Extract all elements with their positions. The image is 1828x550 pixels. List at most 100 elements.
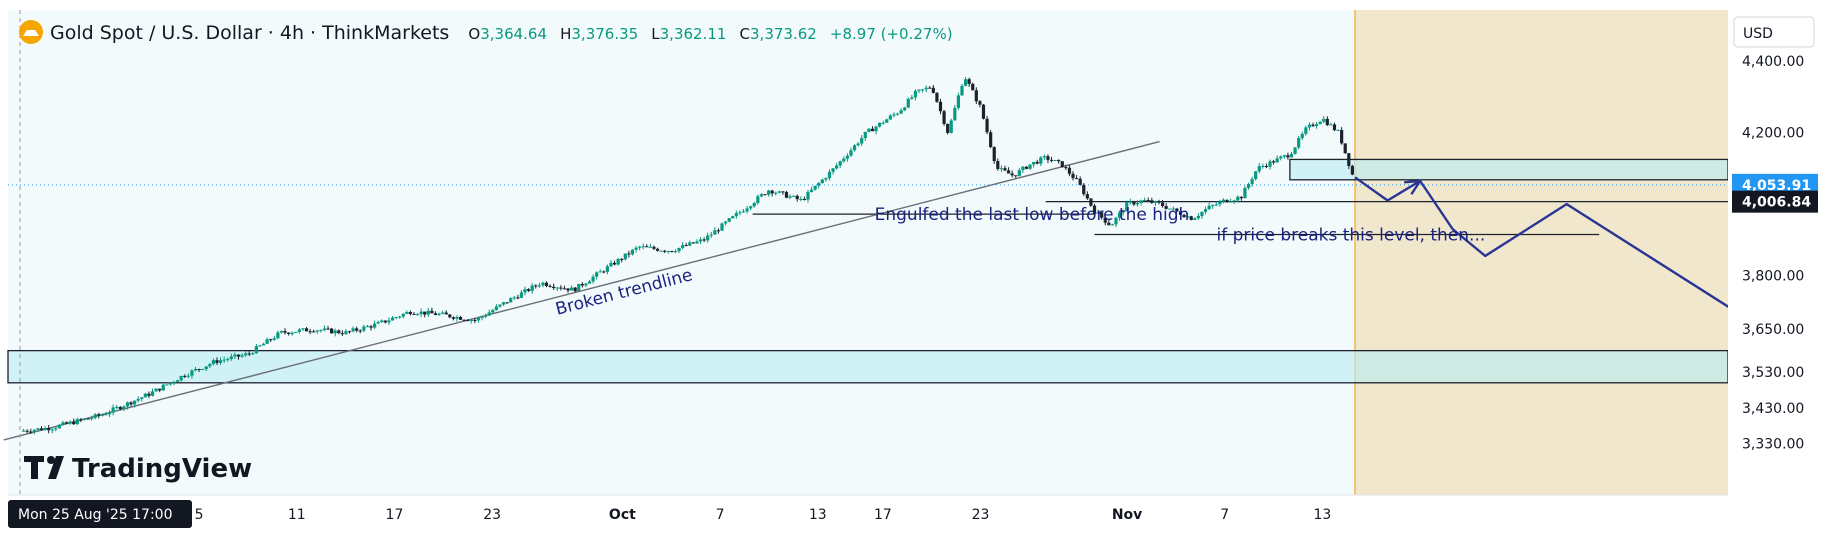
candle-body-263 — [963, 79, 968, 86]
candle-body-39 — [161, 384, 165, 391]
candle-body-364 — [1325, 118, 1329, 126]
candle-body-41 — [168, 382, 173, 385]
candle-body-286 — [1046, 156, 1050, 160]
candle-body-127 — [476, 317, 481, 321]
candle-body-7 — [47, 427, 51, 431]
candle-body-57 — [226, 359, 230, 361]
candle-body-366 — [1332, 124, 1337, 131]
time-tick-2: 11 — [288, 507, 306, 523]
candle-body-34 — [143, 393, 147, 398]
candle-body-119 — [448, 314, 452, 318]
candle-body-257 — [942, 111, 946, 124]
candle-body-211 — [777, 191, 781, 193]
candle-body-150 — [559, 287, 563, 289]
candle-body-136 — [509, 298, 513, 303]
candle-body-172 — [638, 246, 642, 248]
candle-body-232 — [852, 145, 857, 151]
candle-body-199 — [734, 213, 738, 217]
candle-body-295 — [1078, 178, 1082, 185]
candle-body-357 — [1300, 133, 1304, 139]
candle-body-14 — [72, 421, 76, 425]
candle-body-171 — [634, 247, 638, 250]
candle-body-72 — [279, 331, 284, 333]
trendline[interactable] — [3, 140, 1160, 441]
candle-body-133 — [498, 304, 502, 307]
candle-body-221 — [813, 185, 817, 190]
candle-body-92 — [351, 328, 355, 332]
candle-body-89 — [340, 333, 344, 335]
candle-body-46 — [186, 375, 190, 377]
candle-body-227 — [835, 165, 839, 169]
projection-path[interactable] — [1354, 176, 1796, 350]
candle-body-129 — [484, 315, 488, 317]
candle-body-230 — [845, 155, 849, 159]
candle-body-118 — [444, 312, 448, 315]
price-tick-3800: 3,800.00 — [1742, 269, 1804, 285]
price-axis[interactable] — [1728, 10, 1820, 495]
candle-body-67 — [261, 343, 266, 346]
candle-body-325 — [1186, 216, 1190, 218]
candle-body-51 — [204, 366, 208, 370]
candle-body-44 — [179, 375, 183, 381]
candle-body-240 — [881, 122, 885, 124]
candle-body-247 — [906, 98, 910, 108]
candle-body-63 — [247, 353, 251, 355]
candle-body-73 — [283, 331, 287, 333]
annotation-2[interactable]: if price breaks this level, then... — [1217, 225, 1486, 245]
candle-body-266 — [974, 90, 978, 102]
annotation-1[interactable]: Engulfed the last low before the high — [875, 205, 1190, 225]
current-price-label: 4,053.91 — [1742, 178, 1811, 194]
candle-body-105 — [398, 316, 402, 318]
candle-body-360 — [1311, 124, 1315, 127]
candle-body-155 — [577, 283, 581, 292]
candle-body-217 — [799, 198, 803, 200]
level-price-tag — [1732, 190, 1818, 213]
candle-body-156 — [580, 283, 584, 286]
currency-button[interactable] — [1733, 16, 1815, 48]
candle-body-324 — [1182, 214, 1186, 218]
candle-body-88 — [337, 330, 341, 334]
candle-body-340 — [1239, 196, 1243, 199]
candle-body-291 — [1064, 167, 1068, 169]
candle-body-273 — [999, 168, 1003, 170]
candle-body-326 — [1189, 216, 1193, 220]
candle-body-269 — [985, 118, 989, 133]
candle-body-95 — [362, 326, 366, 331]
candle-body-270 — [989, 132, 993, 148]
candle-body-219 — [806, 191, 810, 200]
close-value: 3,373.62 — [750, 25, 817, 43]
arrowhead-up — [1404, 179, 1423, 195]
candle-body-241 — [885, 119, 889, 123]
candle-body-141 — [527, 289, 531, 291]
candle-body-353 — [1286, 155, 1290, 158]
candle-body-313 — [1143, 200, 1147, 202]
candle-body-336 — [1225, 199, 1229, 203]
price-tick-3530: 3,530.00 — [1742, 365, 1804, 381]
candle-body-122 — [458, 316, 463, 320]
candle-body-267 — [978, 101, 982, 105]
candle-body-297 — [1085, 194, 1089, 199]
zone-1[interactable] — [7, 349, 1729, 384]
candle-body-76 — [294, 331, 298, 333]
time-axis[interactable]: Mon 25 Aug '25 17:00 5 11 17 23 Oct 7 13 17 23 Nov… — [8, 10, 1331, 528]
candle-body-197 — [727, 218, 731, 222]
candle-body-367 — [1336, 129, 1340, 131]
candle-body-208 — [766, 190, 771, 195]
candle-body-84 — [322, 328, 327, 331]
candle-body-183 — [677, 247, 681, 252]
candle-body-369 — [1343, 143, 1347, 154]
candle-body-264 — [967, 79, 971, 84]
candle-body-93 — [355, 328, 359, 331]
crosshair-time-badge — [8, 500, 192, 528]
candle-body-345 — [1257, 166, 1261, 172]
candle-body-210 — [774, 192, 778, 194]
candle-body-64 — [251, 353, 255, 355]
candle-body-24 — [107, 412, 112, 415]
candle-body-102 — [387, 320, 391, 323]
candle-body-25 — [111, 407, 115, 413]
candle-body-40 — [165, 384, 169, 386]
candle-body-317 — [1157, 201, 1161, 203]
high-label: H — [560, 25, 571, 43]
